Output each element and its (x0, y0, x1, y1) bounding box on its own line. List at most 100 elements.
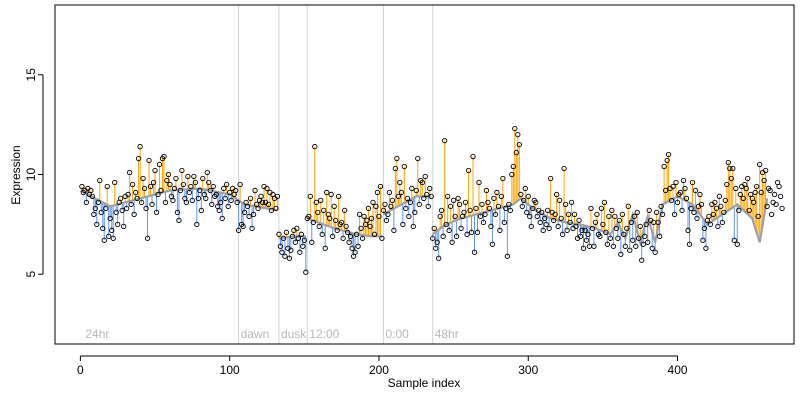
data-point-15 (101, 237, 107, 243)
data-point-168 (330, 233, 336, 239)
data-point-59 (167, 181, 173, 188)
data-point-0 (79, 183, 85, 190)
data-point-384 (652, 249, 658, 255)
data-point-427 (716, 193, 723, 200)
data-point-301 (528, 223, 534, 229)
data-point-455 (758, 189, 764, 196)
data-point-111 (244, 203, 251, 210)
data-point-334 (577, 233, 584, 239)
data-point-154 (309, 239, 315, 245)
data-point-139 (286, 255, 293, 261)
data-point-288 (509, 171, 515, 178)
data-point-206 (386, 189, 393, 196)
data-point-48 (150, 179, 157, 186)
data-point-244 (443, 221, 449, 228)
data-point-242 (440, 233, 446, 239)
data-point-32 (126, 169, 133, 176)
data-point-178 (344, 229, 351, 235)
data-point-355 (609, 207, 615, 214)
data-point-348 (598, 205, 605, 212)
data-point-196 (371, 231, 378, 237)
data-point-6 (88, 187, 94, 194)
plot-frame (54, 4, 795, 345)
data-point-388 (658, 203, 664, 210)
data-point-215 (400, 221, 406, 228)
data-point-76 (192, 179, 198, 186)
data-point-56 (162, 199, 169, 206)
data-point-275 (489, 241, 496, 247)
data-point-291 (513, 149, 519, 156)
data-point-358 (613, 225, 619, 231)
data-point-271 (483, 187, 490, 194)
data-point-296 (521, 197, 527, 204)
data-point-23 (113, 209, 119, 216)
data-point-217 (403, 205, 409, 212)
data-point-36 (132, 189, 139, 196)
data-point-93 (218, 199, 224, 206)
data-point-380 (646, 207, 652, 214)
data-point-402 (679, 207, 685, 214)
data-point-87 (209, 201, 215, 208)
data-point-411 (692, 187, 699, 194)
data-point-435 (728, 175, 734, 182)
data-point-284 (503, 205, 509, 212)
data-point-96 (222, 195, 228, 202)
data-point-438 (733, 185, 739, 192)
data-point-344 (592, 219, 599, 226)
data-point-55 (161, 153, 167, 160)
data-point-397 (671, 211, 678, 218)
data-point-317 (552, 211, 558, 218)
data-point-184 (353, 231, 360, 237)
data-point-272 (485, 199, 491, 206)
data-point-179 (346, 239, 352, 245)
data-point-431 (722, 197, 728, 204)
data-point-249 (450, 197, 457, 204)
data-point-64 (174, 209, 181, 216)
y-tick-label-1: 10 (24, 168, 38, 182)
data-point-404 (682, 185, 688, 192)
data-point-188 (359, 235, 366, 241)
data-point-150 (303, 269, 309, 275)
residual-lines (81, 128, 768, 273)
data-point-433 (725, 159, 731, 166)
data-point-374 (637, 223, 643, 229)
data-point-77 (194, 221, 200, 228)
data-point-283 (501, 219, 508, 226)
data-point-443 (740, 195, 746, 202)
data-point-341 (588, 205, 594, 212)
data-point-38 (135, 155, 142, 162)
data-point-293 (516, 141, 522, 148)
y-axis-title: Expression (9, 145, 23, 204)
data-point-292 (515, 131, 521, 138)
data-point-80 (198, 207, 204, 214)
data-point-157 (313, 199, 319, 206)
data-point-40 (138, 199, 145, 206)
y-axis: 5 10 15 (24, 68, 44, 278)
data-point-222 (410, 223, 416, 229)
data-point-66 (177, 187, 184, 194)
data-point-300 (527, 213, 533, 220)
data-point-238 (434, 239, 440, 245)
data-point-336 (580, 245, 587, 251)
data-point-186 (356, 211, 363, 218)
data-point-44 (144, 235, 151, 241)
data-point-461 (767, 187, 773, 194)
data-point-417 (701, 225, 708, 231)
data-point-458 (762, 167, 769, 174)
data-point-9 (92, 205, 98, 212)
data-point-85 (206, 179, 212, 186)
data-point-133 (277, 243, 284, 249)
data-point-299 (525, 193, 531, 200)
data-point-251 (453, 233, 460, 239)
data-point-189 (361, 213, 367, 220)
data-point-297 (522, 185, 528, 192)
data-point-108 (240, 223, 246, 229)
data-point-430 (721, 209, 727, 216)
data-point-114 (249, 225, 255, 231)
data-point-176 (341, 207, 348, 214)
x-axis-title: Sample index (388, 376, 461, 390)
data-point-368 (628, 219, 634, 226)
data-point-378 (643, 221, 649, 228)
data-point-180 (347, 233, 354, 239)
data-point-158 (315, 209, 321, 216)
